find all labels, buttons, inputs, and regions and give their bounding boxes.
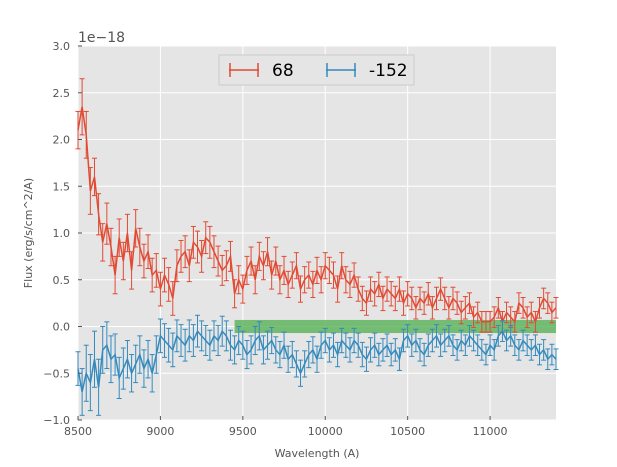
y-tick-label: 0.5 [53,274,71,287]
y-axis-ticks: −1.0 −0.5 0.0 0.5 1.0 1.5 2.0 2.5 3.0 [43,40,82,427]
y-tick-label: 2.0 [53,134,71,147]
x-tick-label: 10000 [308,425,343,438]
x-tick-label: 8500 [64,425,92,438]
series-line [77,106,557,324]
series-line [77,329,557,393]
y-tick-label: 1.0 [53,227,71,240]
series-layer [75,78,559,416]
y-tick-label: 3.0 [53,40,71,53]
series-1 [75,314,559,416]
y-offset-label: 1e−18 [78,30,125,46]
legend: 68 -152 [218,54,415,86]
x-tick-label: 11000 [473,425,508,438]
x-axis-label: Wavelength (A) [275,447,360,460]
legend-label: -152 [369,61,408,81]
y-tick-label: 2.5 [53,87,71,100]
series-0 [75,78,559,333]
legend-label: 68 [272,61,294,81]
legend-entry: -152 [326,61,408,81]
y-tick-label: 0.0 [53,321,71,334]
x-tick-label: 9500 [229,425,257,438]
x-axis-ticks: 8500 9000 9500 10000 10500 11000 [64,416,508,438]
highlight-band [234,319,556,334]
y-axis-label: Flux (erg/s/cm^2/A) [22,178,35,288]
x-tick-label: 10500 [390,425,425,438]
y-tick-label: 1.5 [53,180,71,193]
y-tick-label: −0.5 [43,367,70,380]
y-tick-label: −1.0 [43,414,70,427]
x-tick-label: 9000 [146,425,174,438]
legend-entry: 68 [229,61,294,81]
